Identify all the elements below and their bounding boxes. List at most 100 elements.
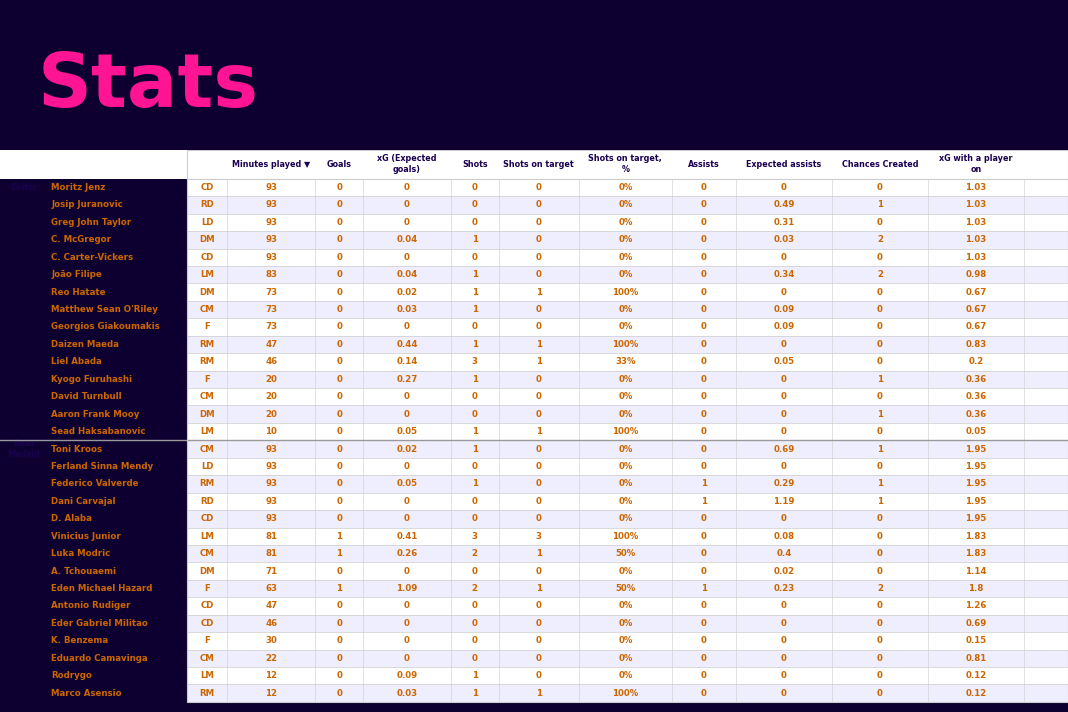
Text: 0.04: 0.04 (396, 270, 418, 279)
Text: 0: 0 (336, 444, 342, 454)
Text: 0: 0 (536, 479, 541, 488)
Text: 2: 2 (877, 270, 883, 279)
Text: 0.83: 0.83 (965, 340, 987, 349)
Text: 0%: 0% (618, 392, 632, 402)
Text: Goals: Goals (327, 159, 351, 169)
Text: xG (Expected
goals): xG (Expected goals) (377, 154, 437, 174)
Text: 0: 0 (701, 549, 707, 558)
Text: RD: RD (201, 497, 214, 506)
Text: 1: 1 (472, 444, 477, 454)
Text: 2: 2 (472, 549, 477, 558)
Text: 0: 0 (404, 497, 410, 506)
Text: 1.14: 1.14 (965, 567, 987, 575)
Text: CD: CD (201, 514, 214, 523)
Text: 0: 0 (781, 637, 787, 645)
Text: 0: 0 (701, 671, 707, 680)
Text: 0.03: 0.03 (396, 689, 418, 698)
Text: 0: 0 (701, 689, 707, 698)
Text: 0: 0 (701, 323, 707, 332)
Text: 0: 0 (536, 637, 541, 645)
Text: F: F (204, 323, 210, 332)
Text: 1: 1 (472, 288, 477, 297)
Text: 1: 1 (877, 479, 883, 488)
Text: 0%: 0% (618, 514, 632, 523)
Text: DM: DM (200, 567, 215, 575)
Text: 0: 0 (336, 462, 342, 471)
Text: Greg John Taylor: Greg John Taylor (51, 218, 131, 227)
Text: 1.03: 1.03 (965, 218, 987, 227)
Text: 0: 0 (472, 637, 477, 645)
Text: Rodrygo: Rodrygo (51, 671, 92, 680)
Text: 0%: 0% (618, 497, 632, 506)
Bar (187, 318, 1068, 335)
Text: Shots: Shots (462, 159, 487, 169)
Text: 100%: 100% (612, 427, 639, 436)
Bar (187, 301, 1068, 318)
Text: 0.02: 0.02 (396, 288, 418, 297)
Text: 0.05: 0.05 (396, 427, 418, 436)
Text: 0.29: 0.29 (773, 479, 795, 488)
Text: 0: 0 (781, 602, 787, 610)
Text: Josip Juranovic: Josip Juranovic (51, 200, 123, 209)
Text: 0%: 0% (618, 270, 632, 279)
Text: 1.03: 1.03 (965, 200, 987, 209)
Bar (187, 580, 1068, 597)
Text: 0: 0 (877, 427, 883, 436)
Bar (187, 684, 1068, 702)
Text: 0: 0 (536, 253, 541, 262)
Text: 1.19: 1.19 (773, 497, 795, 506)
Text: 0%: 0% (618, 479, 632, 488)
Text: 0: 0 (336, 689, 342, 698)
Text: Minutes played ▼: Minutes played ▼ (232, 159, 311, 169)
Text: 0: 0 (877, 602, 883, 610)
Text: CD: CD (201, 253, 214, 262)
Text: xG with a player
on: xG with a player on (940, 154, 1012, 174)
Bar (187, 388, 1068, 405)
Text: 0: 0 (781, 689, 787, 698)
Text: 0: 0 (701, 183, 707, 192)
Text: 0: 0 (336, 270, 342, 279)
Text: 0: 0 (877, 671, 883, 680)
Text: 83: 83 (265, 270, 278, 279)
Text: DM: DM (200, 235, 215, 244)
Text: DM: DM (200, 288, 215, 297)
Text: 93: 93 (265, 497, 278, 506)
Text: 1: 1 (336, 584, 342, 593)
Text: 0: 0 (336, 253, 342, 262)
Text: 1.83: 1.83 (965, 532, 987, 540)
Text: 0: 0 (336, 602, 342, 610)
Text: 0%: 0% (618, 305, 632, 314)
Text: LM: LM (201, 671, 214, 680)
Text: 0%: 0% (618, 253, 632, 262)
Text: David Turnbull: David Turnbull (51, 392, 122, 402)
Text: 0: 0 (472, 253, 477, 262)
Text: 47: 47 (265, 602, 278, 610)
Bar (187, 248, 1068, 266)
Bar (187, 667, 1068, 684)
Text: 0.23: 0.23 (773, 584, 795, 593)
Text: 2: 2 (877, 235, 883, 244)
Text: 1.95: 1.95 (965, 462, 987, 471)
Text: 0: 0 (336, 409, 342, 419)
Bar (187, 649, 1068, 667)
Text: 100%: 100% (612, 340, 639, 349)
Text: 0: 0 (877, 532, 883, 540)
Text: 0: 0 (781, 253, 787, 262)
Text: 1.03: 1.03 (965, 183, 987, 192)
Text: 0: 0 (781, 654, 787, 663)
Text: 0: 0 (536, 462, 541, 471)
Text: 0: 0 (877, 637, 883, 645)
Text: 0.67: 0.67 (965, 305, 987, 314)
Text: Eder Gabriel Militao: Eder Gabriel Militao (51, 619, 148, 628)
Text: 0%: 0% (618, 409, 632, 419)
Text: 0.05: 0.05 (965, 427, 987, 436)
Text: 0.36: 0.36 (965, 409, 987, 419)
Bar (187, 562, 1068, 580)
Text: 20: 20 (265, 409, 278, 419)
Bar (187, 545, 1068, 562)
Bar (187, 283, 1068, 301)
Text: 1.83: 1.83 (965, 549, 987, 558)
Text: F: F (204, 584, 210, 593)
Text: 0: 0 (336, 671, 342, 680)
Text: 1: 1 (472, 340, 477, 349)
